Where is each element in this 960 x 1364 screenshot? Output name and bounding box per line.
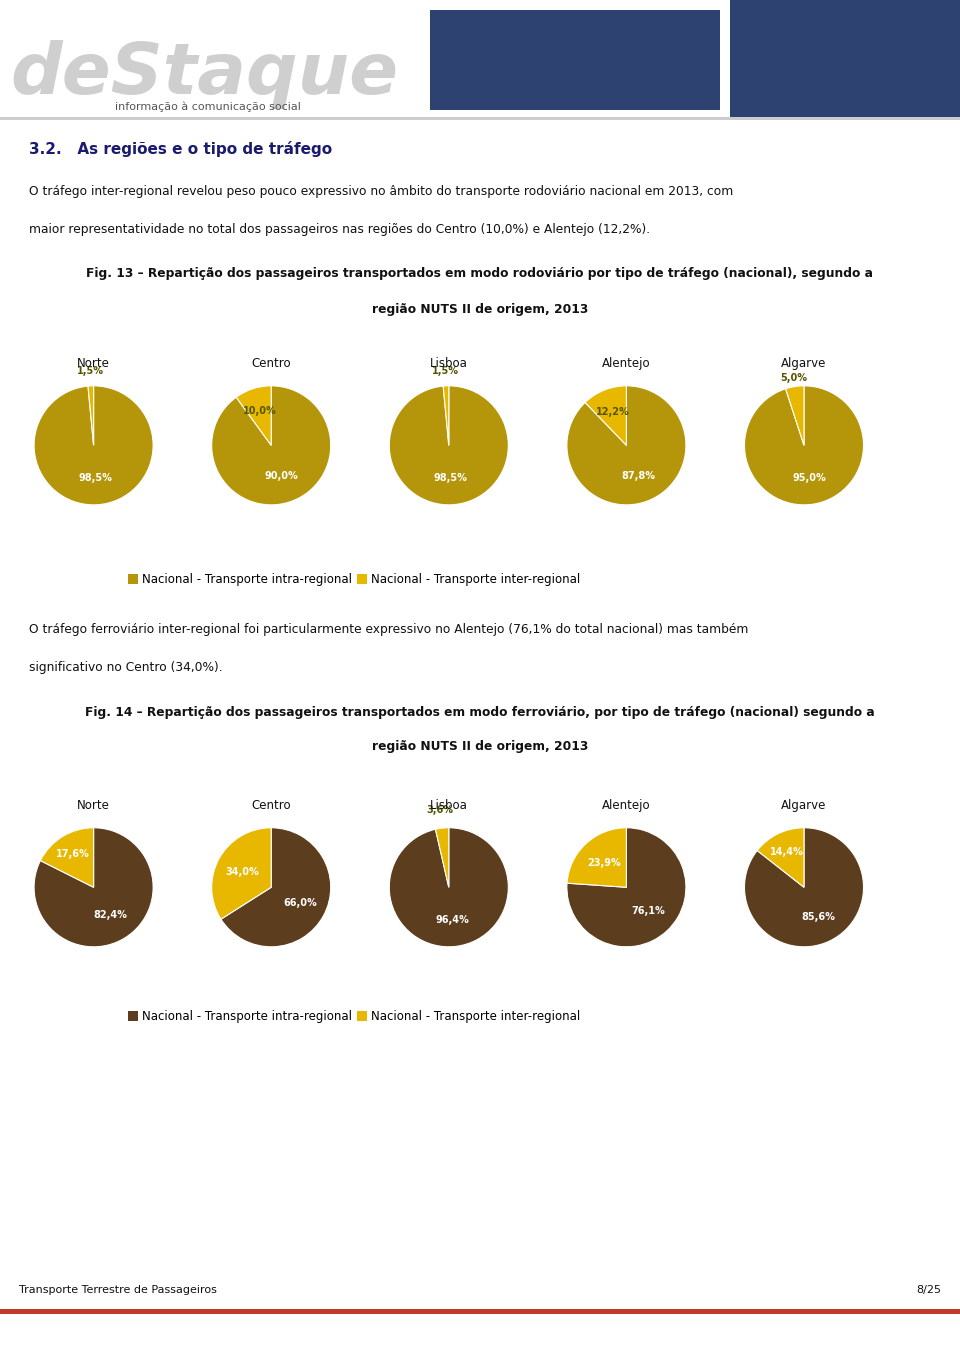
Wedge shape — [585, 386, 627, 445]
Text: 8/25: 8/25 — [916, 1285, 941, 1296]
Text: 34,0%: 34,0% — [226, 866, 259, 877]
Legend: Nacional - Transporte intra-regional, Nacional - Transporte inter-regional: Nacional - Transporte intra-regional, Na… — [123, 1005, 585, 1027]
Text: 98,5%: 98,5% — [433, 473, 468, 483]
Text: 87,8%: 87,8% — [622, 471, 656, 480]
Title: Algarve: Algarve — [781, 799, 827, 812]
Text: deStaque: deStaque — [10, 40, 398, 109]
Text: O tráfego ferroviário inter-regional foi particularmente expressivo no Alentejo : O tráfego ferroviário inter-regional foi… — [29, 623, 748, 637]
Wedge shape — [567, 828, 627, 887]
Title: Centro: Centro — [252, 357, 291, 370]
Text: 98,5%: 98,5% — [78, 473, 112, 483]
Text: 96,4%: 96,4% — [436, 915, 469, 925]
Title: Alentejo: Alentejo — [602, 357, 651, 370]
Wedge shape — [744, 828, 863, 947]
Text: 82,4%: 82,4% — [94, 910, 128, 921]
Wedge shape — [35, 386, 153, 505]
Text: Fig. 13 – Repartição dos passageiros transportados em modo rodoviário por tipo d: Fig. 13 – Repartição dos passageiros tra… — [86, 267, 874, 280]
Text: 90,0%: 90,0% — [264, 472, 299, 481]
Wedge shape — [444, 386, 449, 445]
Text: significativo no Centro (34,0%).: significativo no Centro (34,0%). — [29, 660, 223, 674]
Text: 5,0%: 5,0% — [780, 372, 806, 383]
Bar — [0, 117, 960, 120]
Wedge shape — [40, 828, 94, 888]
Bar — [430, 10, 720, 110]
Title: Algarve: Algarve — [781, 357, 827, 370]
Text: INSTITUTO NACIONAL DE ESTATÍSTICA: INSTITUTO NACIONAL DE ESTATÍSTICA — [760, 44, 954, 52]
Text: 1,5%: 1,5% — [432, 366, 459, 376]
Text: 1,5%: 1,5% — [77, 366, 104, 376]
Text: STATISTICS PORTUGAL: STATISTICS PORTUGAL — [760, 64, 875, 72]
Text: O tráfego inter-regional revelou peso pouco expressivo no âmbito do transporte r: O tráfego inter-regional revelou peso po… — [29, 186, 733, 199]
Bar — [0, 1309, 960, 1315]
Wedge shape — [236, 386, 272, 445]
Text: 14,4%: 14,4% — [770, 847, 804, 858]
Title: Alentejo: Alentejo — [602, 799, 651, 812]
Text: Serviço de Comunicação e Imagem - Tel: +351 21.842.61.00 - sci@ine.pt: Serviço de Comunicação e Imagem - Tel: +… — [310, 1333, 770, 1346]
Text: 12,2%: 12,2% — [596, 408, 630, 417]
Title: Norte: Norte — [77, 357, 110, 370]
Title: Lisboa: Lisboa — [430, 799, 468, 812]
Text: região NUTS II de origem, 2013: região NUTS II de origem, 2013 — [372, 739, 588, 753]
Wedge shape — [436, 828, 449, 887]
Wedge shape — [567, 828, 685, 947]
Text: 23,9%: 23,9% — [588, 858, 621, 869]
Wedge shape — [757, 828, 804, 887]
Title: Norte: Norte — [77, 799, 110, 812]
Text: 17,6%: 17,6% — [57, 850, 90, 859]
Wedge shape — [35, 828, 153, 947]
Text: região NUTS II de origem, 2013: região NUTS II de origem, 2013 — [372, 303, 588, 315]
Text: 10,0%: 10,0% — [243, 406, 277, 416]
Text: 85,6%: 85,6% — [802, 911, 835, 922]
Title: Lisboa: Lisboa — [430, 357, 468, 370]
Wedge shape — [785, 386, 804, 445]
Text: Transporte Terrestre de Passageiros: Transporte Terrestre de Passageiros — [19, 1285, 217, 1296]
Bar — [115, 1322, 117, 1354]
Text: 3,6%: 3,6% — [426, 805, 453, 816]
Text: informação à comunicação social: informação à comunicação social — [115, 101, 300, 112]
Title: Centro: Centro — [252, 799, 291, 812]
Text: www.ine.pt: www.ine.pt — [12, 1331, 108, 1346]
Wedge shape — [212, 386, 330, 505]
Wedge shape — [88, 386, 94, 445]
Wedge shape — [221, 828, 330, 947]
Text: Fig. 14 – Repartição dos passageiros transportados em modo ferroviário, por tipo: Fig. 14 – Repartição dos passageiros tra… — [85, 705, 875, 719]
Bar — [730, 0, 960, 120]
Text: 66,0%: 66,0% — [283, 898, 317, 908]
Text: 3.2.   As regiões e o tipo de tráfego: 3.2. As regiões e o tipo de tráfego — [29, 140, 332, 157]
Text: maior representatividade no total dos passageiros nas regiões do Centro (10,0%) : maior representatividade no total dos pa… — [29, 222, 650, 236]
Wedge shape — [390, 386, 508, 505]
Wedge shape — [390, 828, 508, 947]
Wedge shape — [212, 828, 272, 919]
Wedge shape — [567, 386, 685, 505]
Wedge shape — [745, 386, 863, 505]
Legend: Nacional - Transporte intra-regional, Nacional - Transporte inter-regional: Nacional - Transporte intra-regional, Na… — [123, 569, 585, 591]
Text: 95,0%: 95,0% — [792, 473, 826, 483]
Text: 76,1%: 76,1% — [632, 906, 665, 917]
